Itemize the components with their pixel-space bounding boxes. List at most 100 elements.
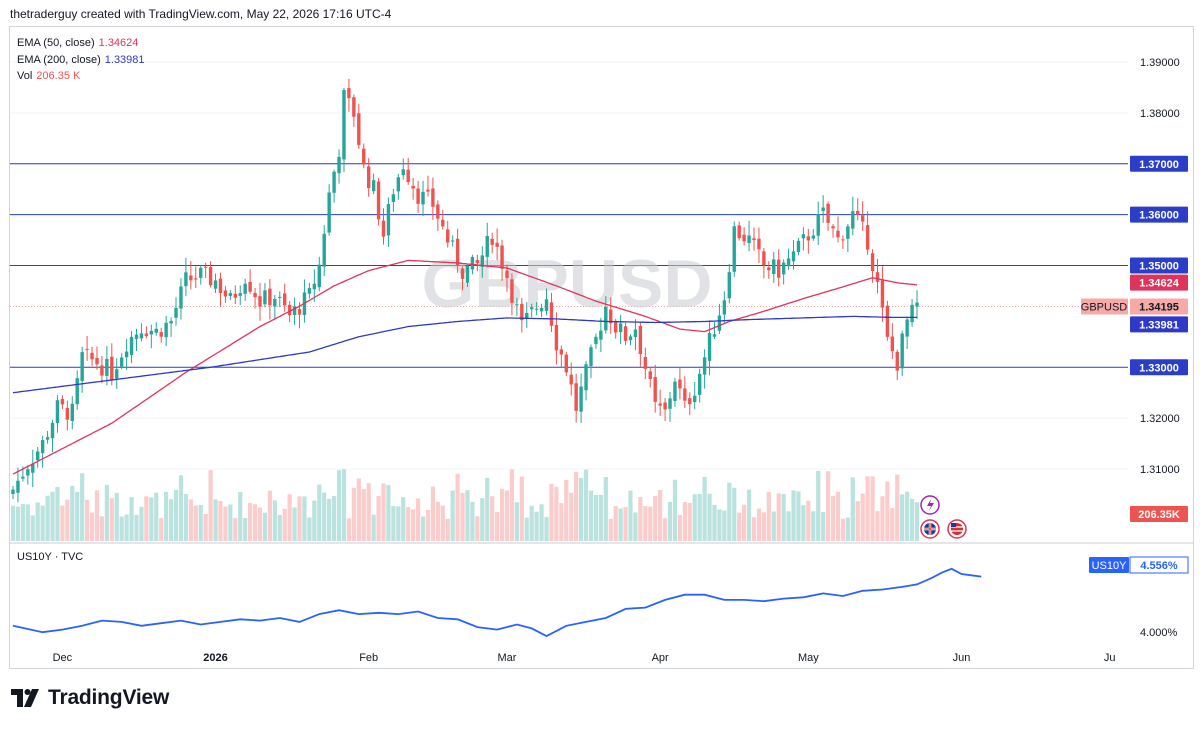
candle-body	[609, 309, 613, 324]
badge-text: 4.556%	[1140, 560, 1178, 572]
candle-body	[317, 264, 321, 288]
volume-bar	[914, 502, 920, 541]
volume-bar	[183, 494, 188, 541]
candle-body	[223, 290, 228, 297]
chart-frame	[9, 26, 1194, 669]
volume-bar	[332, 496, 337, 541]
us10y-legend[interactable]: US10Y · TVC	[17, 551, 84, 563]
volume-badge: 206.35K	[1130, 506, 1188, 522]
candle-body	[707, 333, 712, 361]
legend-volume[interactable]: Vol 206.35 K	[17, 68, 145, 85]
symbol-badge-text: GBPUSD	[1081, 301, 1128, 313]
candle-body	[860, 215, 865, 222]
candle-body	[569, 374, 573, 385]
volume-bar	[228, 504, 233, 541]
volume-bar	[376, 495, 381, 541]
volume-bar	[70, 485, 75, 541]
candle-body	[283, 293, 287, 306]
volume-bar	[114, 492, 119, 541]
candle-body	[194, 278, 198, 280]
volume-bar	[351, 487, 356, 541]
volume-bar	[80, 473, 85, 541]
volume-bar	[603, 477, 608, 541]
candle-body	[653, 377, 657, 402]
badge-text: 1.37000	[1139, 159, 1179, 171]
candle-body	[411, 185, 415, 189]
volume-bar	[737, 512, 742, 541]
candle-body	[287, 304, 292, 316]
volume-bar	[381, 483, 386, 541]
volume-bar	[583, 469, 589, 541]
volume-bar	[791, 490, 796, 541]
volume-bar	[519, 476, 524, 541]
candle-body	[16, 480, 20, 493]
us10y-line	[12, 567, 982, 638]
volume-bar	[840, 518, 846, 541]
badge-bg	[1130, 316, 1188, 333]
candle-body	[500, 245, 504, 269]
volume-bar	[687, 502, 692, 541]
brand-name: TradingView	[48, 686, 170, 709]
candle-body	[870, 253, 875, 272]
volume-bar	[252, 504, 258, 541]
volume-bar	[356, 478, 361, 541]
volume-bar	[420, 516, 426, 541]
candle-body	[431, 188, 435, 207]
badge-bg	[1130, 359, 1188, 376]
volume-bar	[45, 495, 50, 541]
volume-bar	[766, 491, 771, 541]
badge-bg	[1130, 257, 1188, 274]
candle-body	[169, 320, 173, 324]
current-price-badge: 1.34195	[1130, 298, 1188, 315]
candle-body	[485, 236, 489, 257]
candle-body	[554, 325, 559, 351]
candle-body	[119, 357, 124, 367]
volume-bar	[302, 496, 307, 541]
candle-body	[124, 351, 129, 358]
candle-body	[352, 97, 356, 117]
candle-body	[45, 437, 50, 440]
candle-body	[559, 349, 564, 355]
chart-credit: thetraderguy created with TradingView.co…	[10, 7, 392, 21]
candle-body	[253, 292, 257, 298]
candle-body	[21, 476, 25, 479]
candle-body	[786, 258, 791, 267]
ema50-line	[12, 259, 918, 475]
volume-bar	[104, 484, 109, 541]
candle-body	[386, 204, 391, 236]
candle-body	[806, 236, 811, 241]
volume-bar	[623, 507, 628, 541]
candle-body	[406, 169, 410, 182]
candle-body	[762, 251, 766, 266]
time-tick-label: Dec	[53, 652, 73, 664]
volume-bar	[317, 484, 322, 541]
candle-body	[337, 156, 341, 174]
candle-body	[688, 398, 692, 405]
legend-ema200[interactable]: EMA (200, close) 1.33981	[17, 52, 145, 69]
candle-body	[85, 348, 89, 350]
candle-body	[258, 296, 262, 307]
volume-bar	[579, 477, 584, 541]
volume-bar	[75, 491, 80, 541]
volume-bar	[450, 490, 455, 541]
candle-body	[263, 290, 267, 305]
candle-body	[164, 322, 168, 338]
tradingview-logo[interactable]: TradingView	[11, 686, 169, 710]
volume-bar	[648, 506, 653, 541]
volume-bar	[425, 509, 431, 541]
volume-bar	[99, 516, 105, 541]
candle-body	[199, 267, 203, 278]
candle-body	[40, 440, 45, 454]
legend-ema50[interactable]: EMA (50, close) 1.34624	[17, 35, 145, 52]
ema50-badge: 1.34624	[1130, 274, 1188, 291]
level-badge: 1.37000	[1130, 155, 1188, 172]
candle-body	[243, 283, 247, 294]
candle-body	[450, 240, 455, 242]
volume-bar	[164, 491, 169, 541]
volume-bar	[588, 490, 594, 541]
candle-body	[421, 191, 425, 205]
volume-bar	[801, 505, 806, 541]
volume-bar	[564, 479, 569, 541]
lightning-icon	[927, 499, 934, 511]
